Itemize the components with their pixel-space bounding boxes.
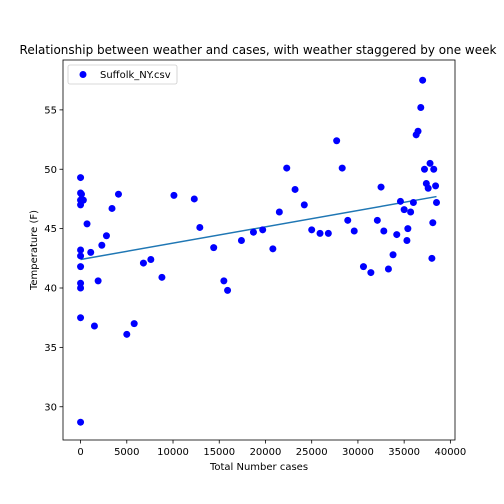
data-point — [102, 232, 110, 240]
data-point — [77, 252, 85, 260]
chart-title: Relationship between weather and cases, … — [20, 43, 497, 57]
data-point — [90, 322, 98, 330]
data-point — [114, 190, 122, 198]
data-point — [77, 314, 85, 322]
legend-entry: Suffolk_NY.csv — [100, 70, 171, 81]
data-point — [419, 76, 427, 84]
data-point — [275, 208, 283, 216]
y-tick-label: 50 — [44, 165, 57, 176]
data-point — [259, 226, 267, 234]
data-point — [424, 184, 432, 192]
x-tick-label: 15000 — [203, 447, 235, 458]
data-point — [380, 227, 388, 235]
x-axis-label: Total Number cases — [209, 462, 308, 473]
data-points — [77, 76, 441, 426]
data-point — [291, 185, 299, 193]
data-point — [108, 204, 116, 212]
data-point — [409, 199, 417, 206]
x-tick-label: 35000 — [388, 447, 420, 458]
data-point — [404, 225, 412, 233]
data-point — [430, 165, 438, 173]
data-point — [350, 227, 358, 235]
x-tick-label: 0 — [77, 447, 83, 458]
data-point — [130, 320, 138, 328]
y-tick-label: 30 — [44, 402, 57, 413]
data-point — [373, 216, 381, 224]
data-point — [196, 223, 204, 231]
data-point — [269, 245, 277, 253]
data-point — [420, 165, 428, 173]
data-point — [77, 174, 85, 182]
x-axis-ticks: 0 5000 10000 15000 20000 25000 30000 35000 40000 — [77, 440, 466, 458]
x-tick-label: 25000 — [296, 447, 328, 458]
data-point — [210, 244, 218, 252]
trend-line — [80, 195, 437, 261]
legend-marker — [79, 71, 87, 78]
data-point — [426, 159, 434, 167]
data-point — [77, 190, 85, 198]
data-point — [83, 220, 91, 228]
data-point — [367, 269, 375, 277]
data-point — [158, 273, 166, 281]
data-point — [308, 226, 316, 234]
data-point — [77, 263, 85, 271]
data-point — [316, 229, 324, 237]
data-point — [396, 197, 404, 205]
x-tick-label: 40000 — [434, 447, 466, 458]
data-point — [190, 195, 198, 203]
data-point — [429, 219, 437, 227]
data-point — [344, 216, 352, 224]
legend-box — [67, 64, 178, 85]
data-point — [432, 182, 440, 190]
data-point — [237, 237, 245, 244]
data-point — [393, 231, 401, 239]
data-point — [403, 237, 411, 244]
data-point — [359, 263, 367, 271]
data-point — [300, 201, 308, 209]
x-tick-label: 30000 — [342, 447, 374, 458]
data-point — [433, 199, 441, 206]
data-point — [139, 259, 147, 267]
data-point — [338, 164, 346, 172]
legend: Suffolk_NY.csv — [67, 64, 178, 85]
plot-frame — [62, 59, 456, 441]
data-point — [400, 206, 408, 214]
data-point — [283, 164, 291, 172]
data-point — [414, 127, 422, 135]
data-point — [220, 277, 228, 285]
data-point — [79, 196, 87, 204]
data-point — [428, 254, 436, 262]
y-tick-label: 40 — [44, 284, 57, 295]
data-point — [407, 208, 415, 216]
data-point — [147, 256, 155, 263]
data-point — [333, 137, 341, 145]
data-point — [94, 277, 102, 285]
y-tick-label: 55 — [44, 105, 57, 116]
data-point — [384, 265, 392, 273]
data-point — [224, 286, 232, 294]
y-tick-label: 45 — [44, 224, 57, 235]
data-point — [324, 229, 332, 237]
data-point — [87, 248, 95, 256]
data-point — [77, 418, 85, 426]
y-axis-ticks: 30 35 40 45 50 55 — [44, 105, 63, 413]
data-point — [77, 246, 85, 254]
y-tick-label: 35 — [44, 343, 57, 354]
data-point — [170, 191, 178, 199]
data-point — [98, 241, 106, 249]
data-point — [417, 104, 425, 111]
data-point — [77, 279, 85, 287]
fit-line-layer — [80, 195, 437, 261]
x-tick-label: 10000 — [157, 447, 189, 458]
data-point — [389, 251, 397, 259]
data-point — [123, 330, 131, 338]
x-tick-label: 20000 — [250, 447, 282, 458]
y-axis-label: Temperature (F) — [29, 210, 40, 291]
data-point — [249, 228, 257, 236]
x-tick-label: 5000 — [114, 447, 139, 458]
data-point — [377, 183, 385, 191]
